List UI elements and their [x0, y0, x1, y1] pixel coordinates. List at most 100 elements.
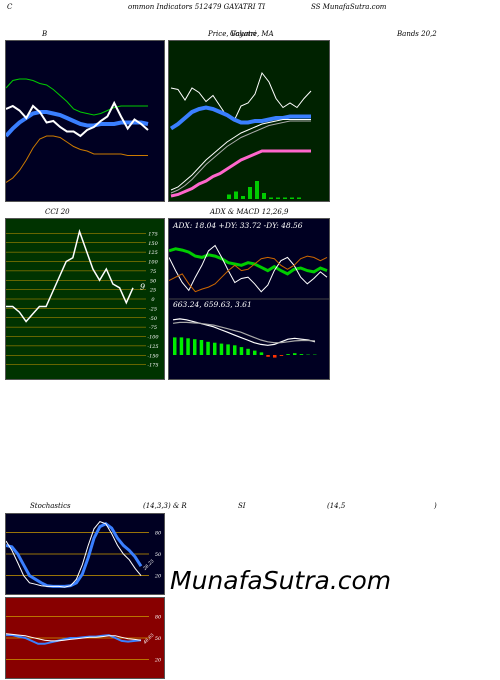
- cci-tick-label: 0: [151, 297, 155, 303]
- price-ma_fast-line: [169, 105, 311, 131]
- rsi-tick-label: 80: [155, 614, 162, 620]
- macd-histogram-bar: [186, 338, 190, 355]
- price-ma_slow1-line: [170, 119, 311, 191]
- adx-macd-panel: ADX: 18.04 +DY: 33.72 -DY: 48.56 663.24,…: [168, 218, 330, 380]
- adx-adx-line: [169, 247, 328, 276]
- rsi-value-label: 46.65: [141, 632, 155, 646]
- stochastics-d-line: [6, 521, 142, 588]
- cci-tick-label: -125: [147, 344, 158, 350]
- price-price-line: [170, 71, 312, 122]
- cci-line: [6, 228, 134, 323]
- bands-price-line: [6, 100, 149, 138]
- cci-tick-label: 50: [150, 278, 157, 284]
- volume-bar: [255, 181, 259, 199]
- bands-lower-line: [6, 135, 148, 183]
- cci-tick-label: 100: [148, 260, 158, 266]
- cci-tick-label: -75: [149, 325, 157, 331]
- volume-bar: [262, 193, 266, 199]
- macd-histogram-bar: [266, 355, 270, 357]
- adx-label: ADX: 18.04 +DY: 33.72 -DY: 48.56: [173, 221, 303, 230]
- adx-minus_dy-line: [169, 255, 328, 293]
- bands-title: B: [42, 30, 48, 38]
- macd-histogram-bar: [206, 341, 210, 355]
- rsi-tick-label: 20: [154, 658, 162, 664]
- price-ma-title-overlap: Gayatri: [230, 30, 257, 38]
- macd-histogram-bar: [246, 348, 250, 355]
- volume-bar: [248, 187, 252, 199]
- price-ma-title: Price, Volume, MA: [208, 30, 274, 38]
- price-ma-chart: [169, 71, 312, 199]
- cci-chart: 175 150 125 100 75 50 25 0 -25 -50 -75 -100 -125 -150…: [6, 228, 159, 369]
- macd-histogram-bar: [273, 355, 277, 358]
- macd-histogram-bar: [299, 354, 304, 355]
- header-left: C: [7, 3, 13, 11]
- header-right: SS MunafaSutra.com: [311, 3, 387, 11]
- volume-bar: [241, 196, 245, 199]
- macd-histogram-bar: [219, 343, 224, 355]
- rsi-tick-label: 50: [155, 636, 162, 642]
- rsi-title-c: ): [434, 502, 437, 510]
- macd-histogram-bar: [179, 337, 184, 355]
- adx-macd-chart: [169, 244, 329, 358]
- bands-upper-line: [6, 78, 148, 116]
- bands-right-label: Bands 20,2: [397, 30, 437, 38]
- stochastics-k-line: [6, 522, 143, 588]
- rsi-chart: 80 50 20 46.65: [6, 614, 162, 664]
- bollinger-bands-chart: [6, 78, 149, 183]
- macd-histogram-bar: [213, 342, 217, 355]
- volume-bar: [227, 194, 231, 199]
- volume-bar: [234, 191, 238, 199]
- header-center: ommon Indicators 512479 GAYATRI TI: [128, 3, 266, 11]
- volume-bar: [283, 197, 287, 199]
- macd-histogram-bar: [173, 337, 177, 355]
- price-ma_slow2-line: [170, 120, 311, 194]
- macd-histogram-bar: [226, 344, 230, 355]
- cci-panel: 175 150 125 100 75 50 25 0 -25 -50 -75 -100 -125 -150…: [5, 218, 165, 380]
- rsi-panel: 80 50 20 46.65: [5, 597, 165, 679]
- macd-histogram-bar: [193, 339, 197, 355]
- cci-last-value: 9: [140, 283, 145, 292]
- stochastics-tick-label: 80: [155, 530, 162, 536]
- volume-bar: [297, 197, 301, 199]
- cci-tick-label: -150: [147, 353, 159, 359]
- volume-bar: [290, 197, 294, 199]
- macd-macd-line: [172, 318, 316, 346]
- rsi-title-a: SI: [238, 502, 246, 510]
- cci-title: CCI 20: [45, 208, 70, 216]
- price-ma_pink-line: [170, 149, 311, 198]
- cci-tick-label: -50: [149, 316, 158, 322]
- stochastics-tick-label: 50: [155, 552, 162, 558]
- volume-bar: [269, 197, 273, 199]
- volume-bar: [276, 197, 280, 199]
- macd-histogram-bar: [286, 354, 290, 355]
- cci-tick-label: 125: [148, 250, 158, 256]
- stochastics-title: Stochastics: [30, 502, 71, 510]
- macd-label: 663.24, 659.63, 3.61: [173, 300, 252, 309]
- cci-tick-label: 175: [148, 231, 158, 237]
- macd-histogram-bar: [233, 345, 237, 355]
- rsi-rsi-line: [6, 634, 142, 645]
- cci-tick-label: -100: [147, 335, 159, 341]
- macd-histogram-bar: [239, 347, 244, 355]
- macd-histogram-bar: [199, 340, 204, 355]
- cci-tick-label: 75: [150, 269, 156, 275]
- macd-signal-line: [172, 321, 316, 344]
- stochastics-tick-label: 20: [154, 574, 162, 580]
- macd-histogram-bar: [259, 352, 264, 355]
- cci-tick-label: -175: [147, 363, 158, 369]
- stochastics-params: (14,3,3) & R: [143, 502, 187, 510]
- rsi-smooth-line: [6, 633, 142, 642]
- adx-macd-title: ADX & MACD 12,26,9: [210, 208, 289, 216]
- adx-plus_dy-line: [169, 244, 328, 293]
- watermark: MunafaSutra.com: [170, 566, 392, 595]
- cci-tick-label: -25: [149, 306, 157, 312]
- stochastics-panel: 80 50 20 26.25: [5, 513, 165, 595]
- rsi-title-b: (14,5: [327, 502, 346, 510]
- cci-tick-label: 150: [148, 241, 158, 247]
- price-ma-panel: [168, 40, 330, 202]
- macd-histogram-bar: [293, 353, 297, 355]
- macd-histogram-bar: [253, 350, 257, 355]
- stochastics-chart: 80 50 20 26.25: [6, 521, 162, 588]
- bollinger-bands-panel: [5, 40, 165, 202]
- macd-histogram-bar: [279, 355, 284, 356]
